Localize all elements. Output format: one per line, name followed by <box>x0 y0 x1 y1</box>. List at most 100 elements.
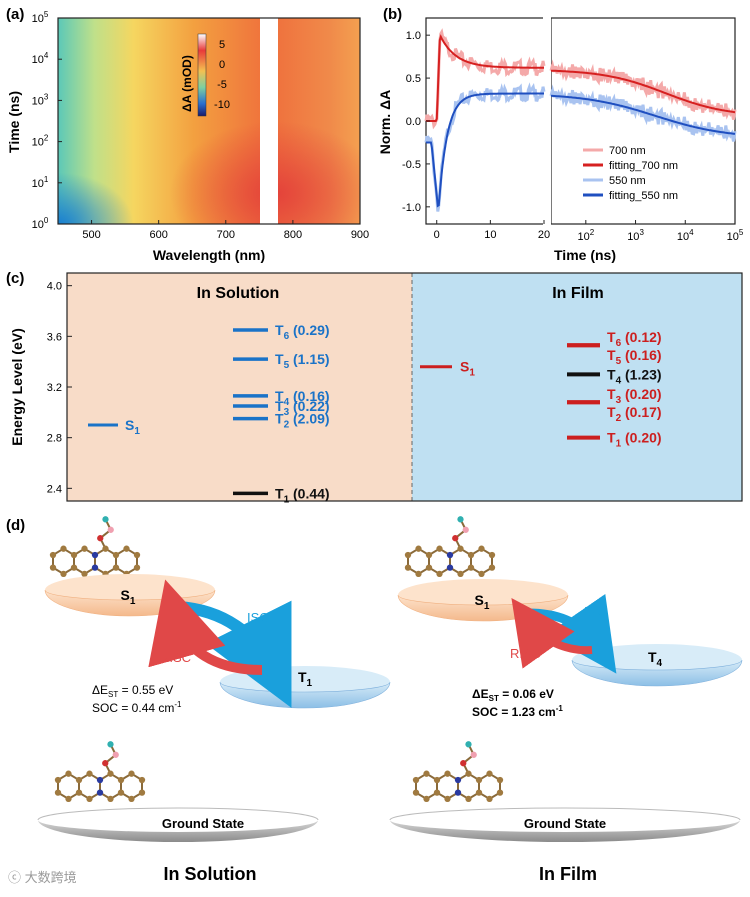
molecule-atom <box>436 570 443 578</box>
x-tick-label: 800 <box>284 229 302 241</box>
dest-film: ΔEST = 0.06 eV <box>472 687 554 703</box>
molecule-atom <box>470 751 477 758</box>
colorbar-tick-label: 0 <box>219 59 225 71</box>
y-tick-label: -0.5 <box>402 159 421 171</box>
solution-t4-label: T4 (0.16) <box>275 388 330 408</box>
x-tick-label: 900 <box>351 229 369 241</box>
molecule-atom <box>117 789 125 796</box>
molecule-atom <box>457 570 464 578</box>
panel-c: (c) In Solution In Film 4.0 3.6 3.2 2.8 2.4 … <box>0 265 750 510</box>
panel-b-legend: 700 nm fitting_700 nm 550 nm fitting_550 nm <box>583 145 678 202</box>
molecule-atom <box>446 551 454 559</box>
x-tick-label: 600 <box>149 229 167 241</box>
molecule-atom <box>128 770 135 777</box>
solution-t2-label: T2 (2.09) <box>275 411 330 431</box>
molecule-atom <box>415 570 422 578</box>
panel-b-y-ticks: 1.0 0.5 0.0 -0.5 -1.0 <box>402 30 430 214</box>
molecule-atom <box>423 795 430 803</box>
y-tick-label: 0.0 <box>406 116 421 128</box>
film-region <box>412 273 742 501</box>
solution-t5-label: T5 (1.15) <box>275 351 330 371</box>
isc-label-solution: ISC <box>247 610 269 625</box>
isc-label-film: ISC <box>584 604 606 619</box>
trace-550nm-fit-log <box>550 94 736 135</box>
watermark: ⓒ 大数跨境 <box>8 870 77 885</box>
molecule-atom <box>488 551 496 559</box>
y-tick-label: 4.0 <box>47 281 62 293</box>
molecule-atom <box>444 770 451 777</box>
molecule-atom <box>436 545 443 552</box>
molecule-atom <box>91 551 99 559</box>
molecule-atom <box>91 564 99 571</box>
molecule-atom <box>488 564 496 571</box>
panel-a: (a) ΔA (mOD) 5 0 -5 -10 500 600 700 800 900 100… <box>0 0 380 265</box>
y-tick-label: 2.4 <box>47 483 62 495</box>
molecule-atom <box>425 564 433 571</box>
solution-t6-label: T6 (0.29) <box>275 322 330 342</box>
molecule-atom <box>486 770 493 777</box>
molecule-atom <box>81 570 88 578</box>
molecule-atom <box>60 570 67 578</box>
panel-b-axes-left <box>425 17 545 225</box>
ground-disc-film-rim <box>389 807 741 821</box>
heatmap-laser-gap <box>260 18 278 224</box>
risc-arrow-solution <box>148 579 263 675</box>
molecule-atom <box>102 516 109 523</box>
molecule-atom <box>97 535 104 542</box>
molecule-atom <box>70 564 78 571</box>
y-tick-label: 103 <box>32 92 49 107</box>
heatmap-blue-region <box>58 18 360 224</box>
solution-t3-label: T3 (0.22) <box>275 398 330 418</box>
risc-label-solution: RISC <box>160 650 191 665</box>
molecule-atom <box>96 789 104 796</box>
colorbar <box>197 33 207 117</box>
film-t5-label: T5 (0.16) <box>607 347 662 367</box>
molecule-atom <box>457 516 464 523</box>
x-tick-label: 0 <box>434 229 440 241</box>
molecule-solution-top <box>49 516 141 578</box>
panel-c-y-ticks: 4.0 3.6 3.2 2.8 2.4 <box>47 281 72 495</box>
molecule-atom <box>446 564 454 571</box>
film-t6-label: T6 (0.12) <box>607 329 662 349</box>
molecule-atom <box>112 751 119 758</box>
panel-c-label: (c) <box>6 270 24 287</box>
solution-title: In Solution <box>197 285 280 302</box>
molecule-atom <box>133 551 141 559</box>
y-tick-label: 100 <box>32 216 49 231</box>
film-s1-label: S1 <box>460 359 475 379</box>
molecule-atom <box>462 526 469 533</box>
x-tick-label: 10 <box>484 229 496 241</box>
molecule-atom <box>478 545 485 552</box>
molecule-atom <box>467 551 475 559</box>
molecule-atom <box>107 770 114 777</box>
y-tick-label: 2.8 <box>47 433 62 445</box>
panel-c-ylabel: Energy Level (eV) <box>9 328 25 446</box>
molecule-atom <box>454 776 462 784</box>
molecule-atom <box>75 776 83 784</box>
molecule-atom <box>107 795 114 803</box>
molecule-atom <box>54 776 62 784</box>
molecule-atom <box>81 545 88 552</box>
ground-disc-solution-rim <box>37 807 319 821</box>
molecule-atom <box>112 551 120 559</box>
panel-b-x-ticks: 0 10 20 102 103 104 105 <box>434 220 744 243</box>
molecule-atom <box>433 776 441 784</box>
colorbar-tick-label: -10 <box>214 99 230 111</box>
molecule-atom <box>128 795 135 803</box>
ground-label-film: Ground State <box>524 816 606 831</box>
molecule-atom <box>70 551 78 559</box>
caption-solution: In Solution <box>164 864 257 884</box>
molecule-atom <box>117 776 125 784</box>
molecule-atom <box>138 776 146 784</box>
y-tick-label: 102 <box>32 134 49 149</box>
molecule-film-top <box>404 516 496 578</box>
solution-t1-label: T1 (0.44) <box>275 485 330 505</box>
molecule-film-ground <box>412 741 504 803</box>
x-tick-label: 105 <box>727 228 744 243</box>
y-tick-label: 3.6 <box>47 331 62 343</box>
energy-levels: S1 T6 (0.29) T5 (1.15) T4 (0.16)T3 (0.22)T2… <box>88 322 662 505</box>
molecule-atom <box>433 789 441 796</box>
trace-700nm-fit-log <box>551 69 736 114</box>
panel-b-xlabel: Time (ns) <box>554 247 616 263</box>
molecule-atom <box>86 770 93 777</box>
